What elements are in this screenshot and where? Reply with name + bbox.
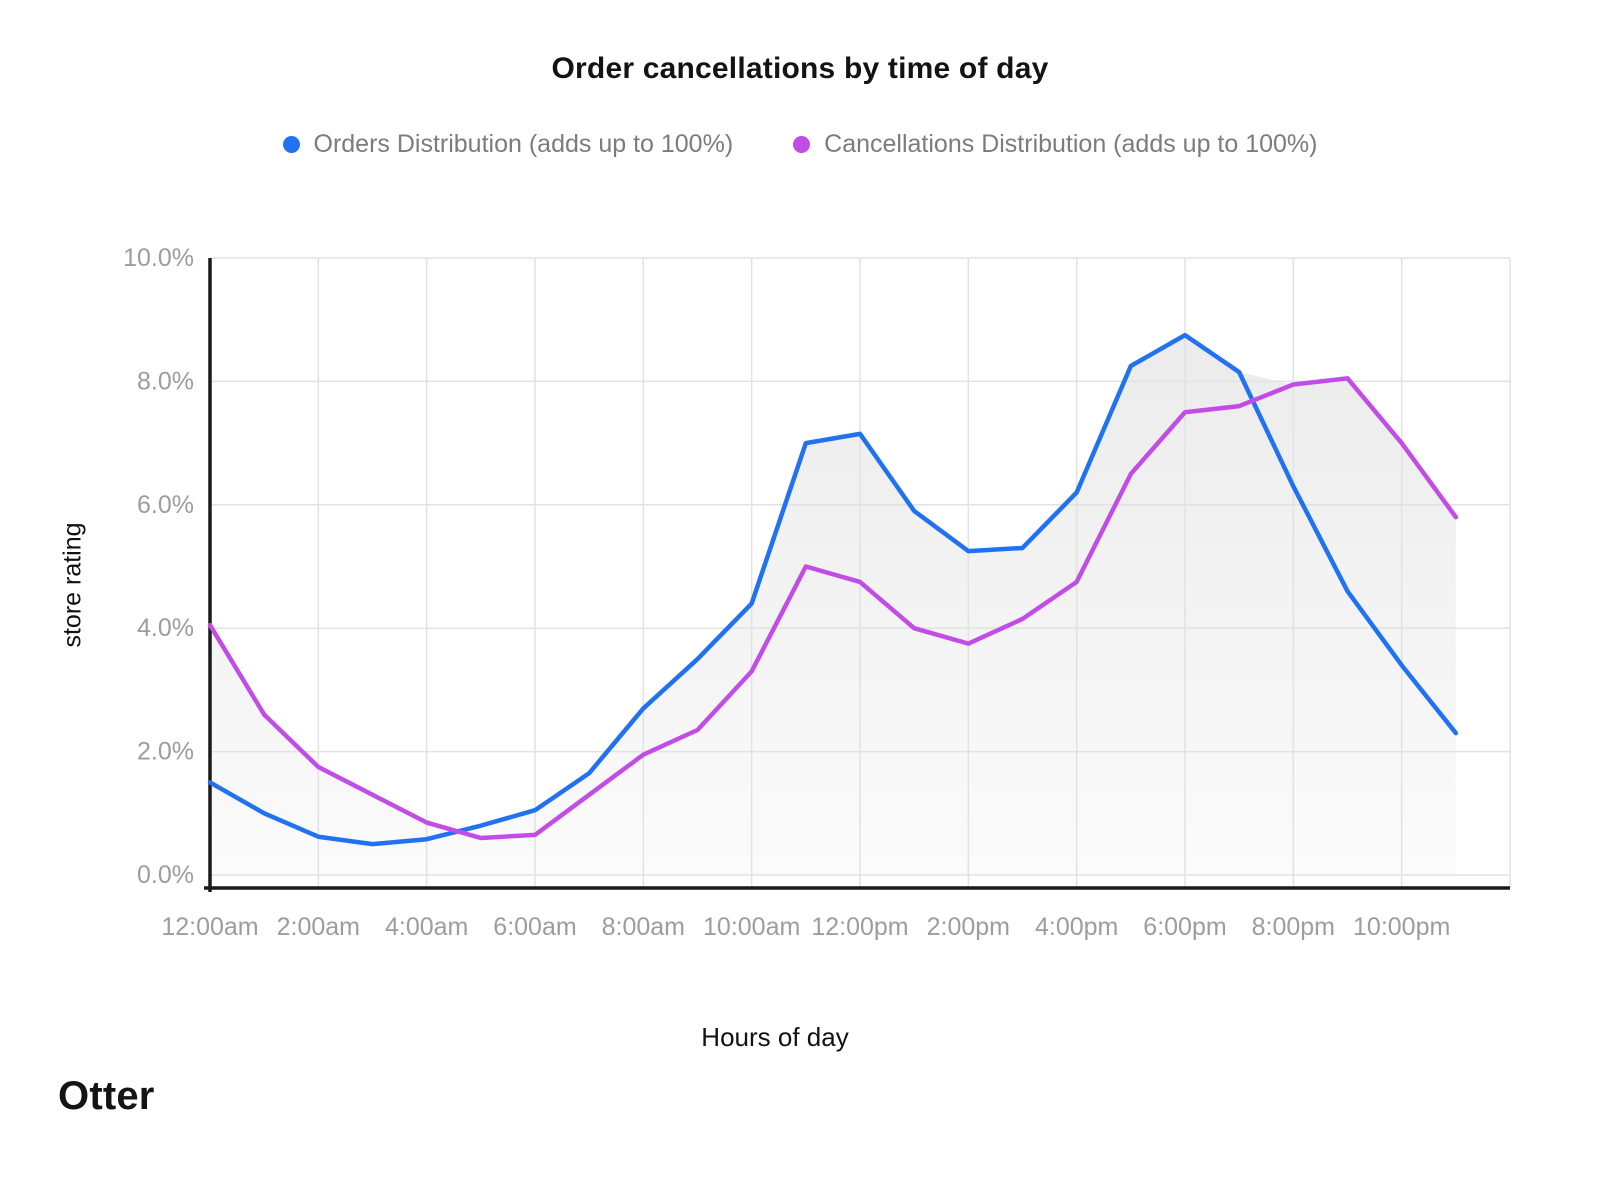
otter-logo: Otter: [58, 1074, 155, 1118]
svg-text:2:00pm: 2:00pm: [927, 913, 1010, 941]
svg-text:6:00am: 6:00am: [493, 913, 576, 941]
svg-text:12:00am: 12:00am: [161, 913, 258, 941]
legend-item-cancellations: Cancellations Distribution (adds up to 1…: [793, 130, 1317, 159]
svg-text:10.0%: 10.0%: [123, 244, 194, 272]
y-axis-title: store rating: [58, 522, 87, 648]
x-axis-title: Hours of day: [701, 1022, 849, 1052]
legend: Orders Distribution (adds up to 100%) Ca…: [0, 130, 1600, 159]
svg-text:10:00pm: 10:00pm: [1353, 913, 1450, 941]
legend-label-orders: Orders Distribution (adds up to 100%): [313, 130, 734, 158]
legend-label-cancellations: Cancellations Distribution (adds up to 1…: [824, 130, 1318, 158]
svg-text:8:00pm: 8:00pm: [1252, 913, 1335, 941]
chart-title: Order cancellations by time of day: [551, 52, 1049, 85]
legend-item-orders: Orders Distribution (adds up to 100%): [282, 130, 734, 159]
svg-text:2.0%: 2.0%: [137, 738, 194, 766]
svg-text:2:00am: 2:00am: [277, 913, 360, 941]
svg-text:6:00pm: 6:00pm: [1143, 913, 1226, 941]
svg-text:10:00am: 10:00am: [703, 913, 800, 941]
svg-text:8.0%: 8.0%: [137, 367, 194, 395]
svg-text:8:00am: 8:00am: [602, 913, 685, 941]
svg-text:12:00pm: 12:00pm: [811, 913, 908, 941]
svg-text:6.0%: 6.0%: [137, 491, 194, 519]
svg-text:4.0%: 4.0%: [137, 614, 194, 642]
svg-text:0.0%: 0.0%: [137, 861, 194, 889]
svg-text:4:00pm: 4:00pm: [1035, 913, 1118, 941]
cancellations-legend-dot-icon: [793, 136, 811, 153]
orders-legend-dot-icon: [282, 136, 300, 153]
svg-text:4:00am: 4:00am: [385, 913, 468, 941]
